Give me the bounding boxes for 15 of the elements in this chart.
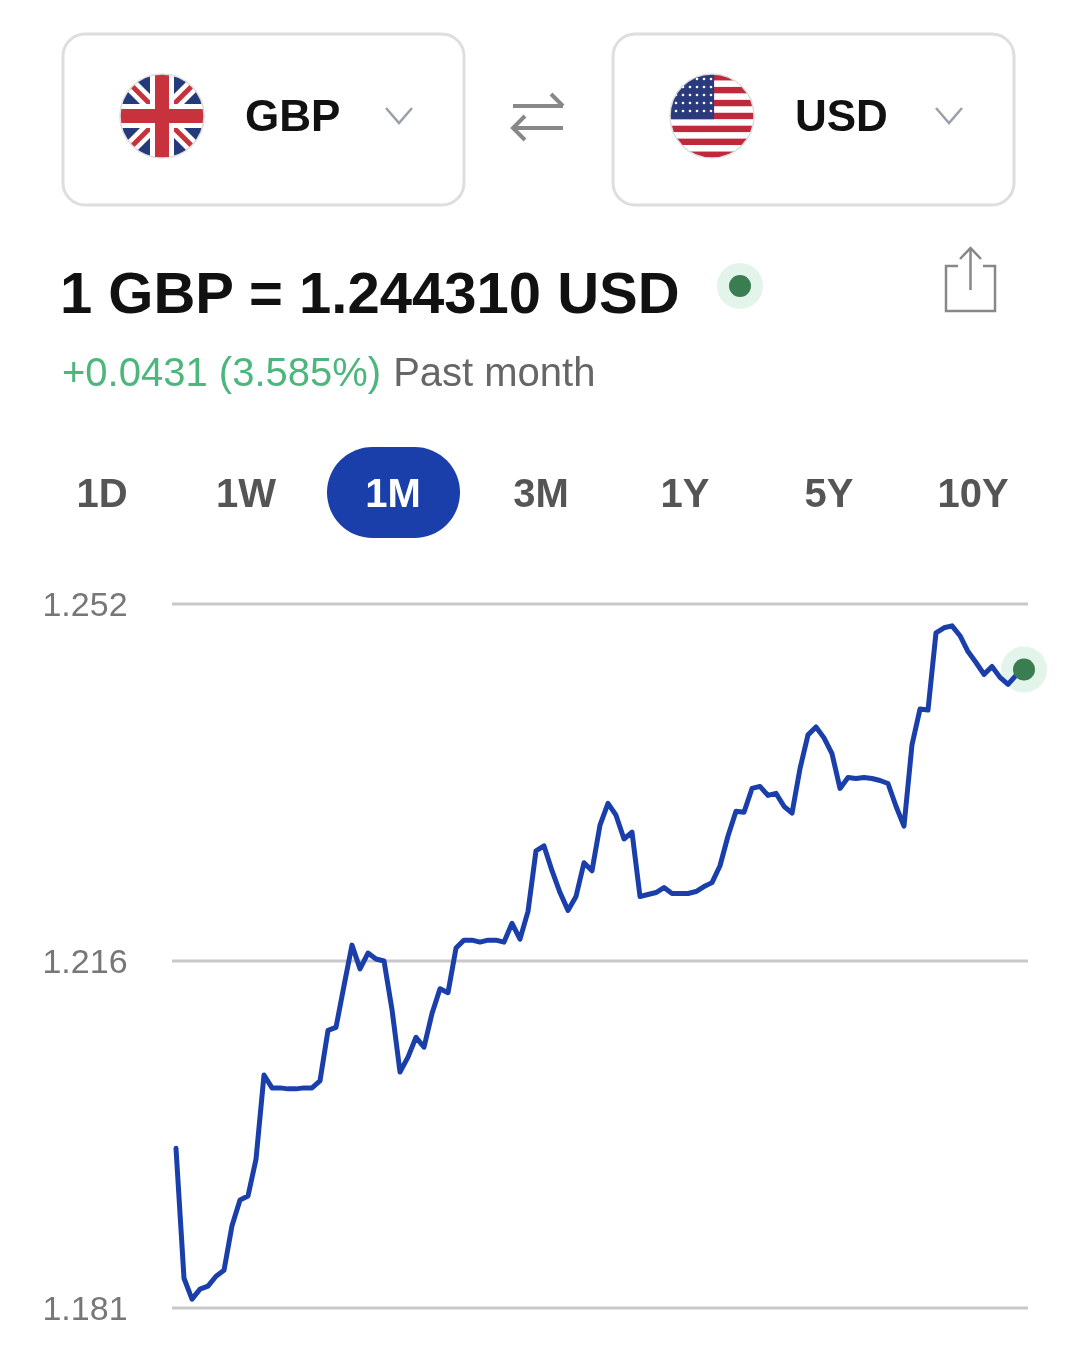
text: 1Y	[660, 471, 710, 515]
text: Past month	[393, 350, 596, 394]
text: 1M	[365, 471, 421, 515]
text: GBP	[245, 91, 341, 140]
text: 3M	[513, 471, 569, 515]
y-tick-label: 1.181	[42, 1289, 128, 1327]
text: 5Y	[804, 471, 854, 515]
chart-title: 1 GBP = 1.244310 USD	[60, 260, 680, 325]
y-tick-label: 1.252	[42, 585, 128, 623]
text: 10Y	[937, 471, 1009, 515]
y-tick-label: 1.216	[42, 941, 128, 980]
text: 1W	[216, 471, 277, 515]
text: 1D	[76, 471, 128, 515]
text: +0.0431 (3.585%)	[62, 350, 382, 394]
text: USD	[795, 91, 888, 140]
